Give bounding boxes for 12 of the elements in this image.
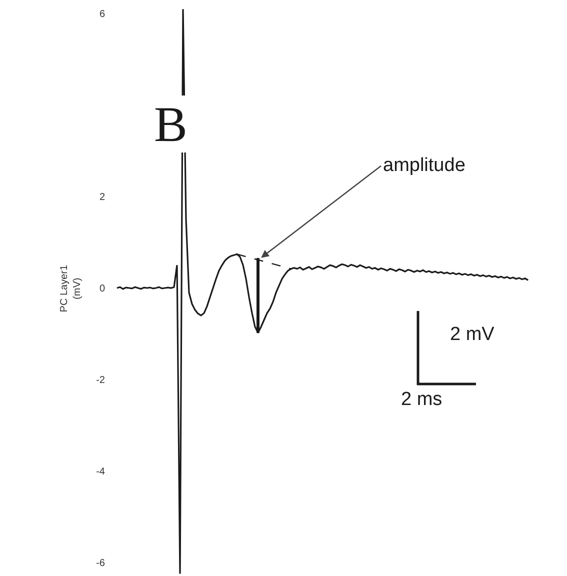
line-series [116,8,529,575]
y-tick-label: -4 [96,466,106,478]
y-tick-label: -2 [96,374,106,386]
y-axis-title: PC Layer1 (mV) [59,264,84,312]
annotation: 2 ms [401,389,442,410]
annotation: amplitude [383,155,466,176]
y-tick-label: 6 [99,9,106,20]
y-tick-label: -6 [96,558,106,569]
annotation: 2 mV [450,324,495,345]
text: B [154,96,188,152]
y-tick-label: 2 [99,192,106,204]
y-tick-label: 0 [99,284,106,294]
